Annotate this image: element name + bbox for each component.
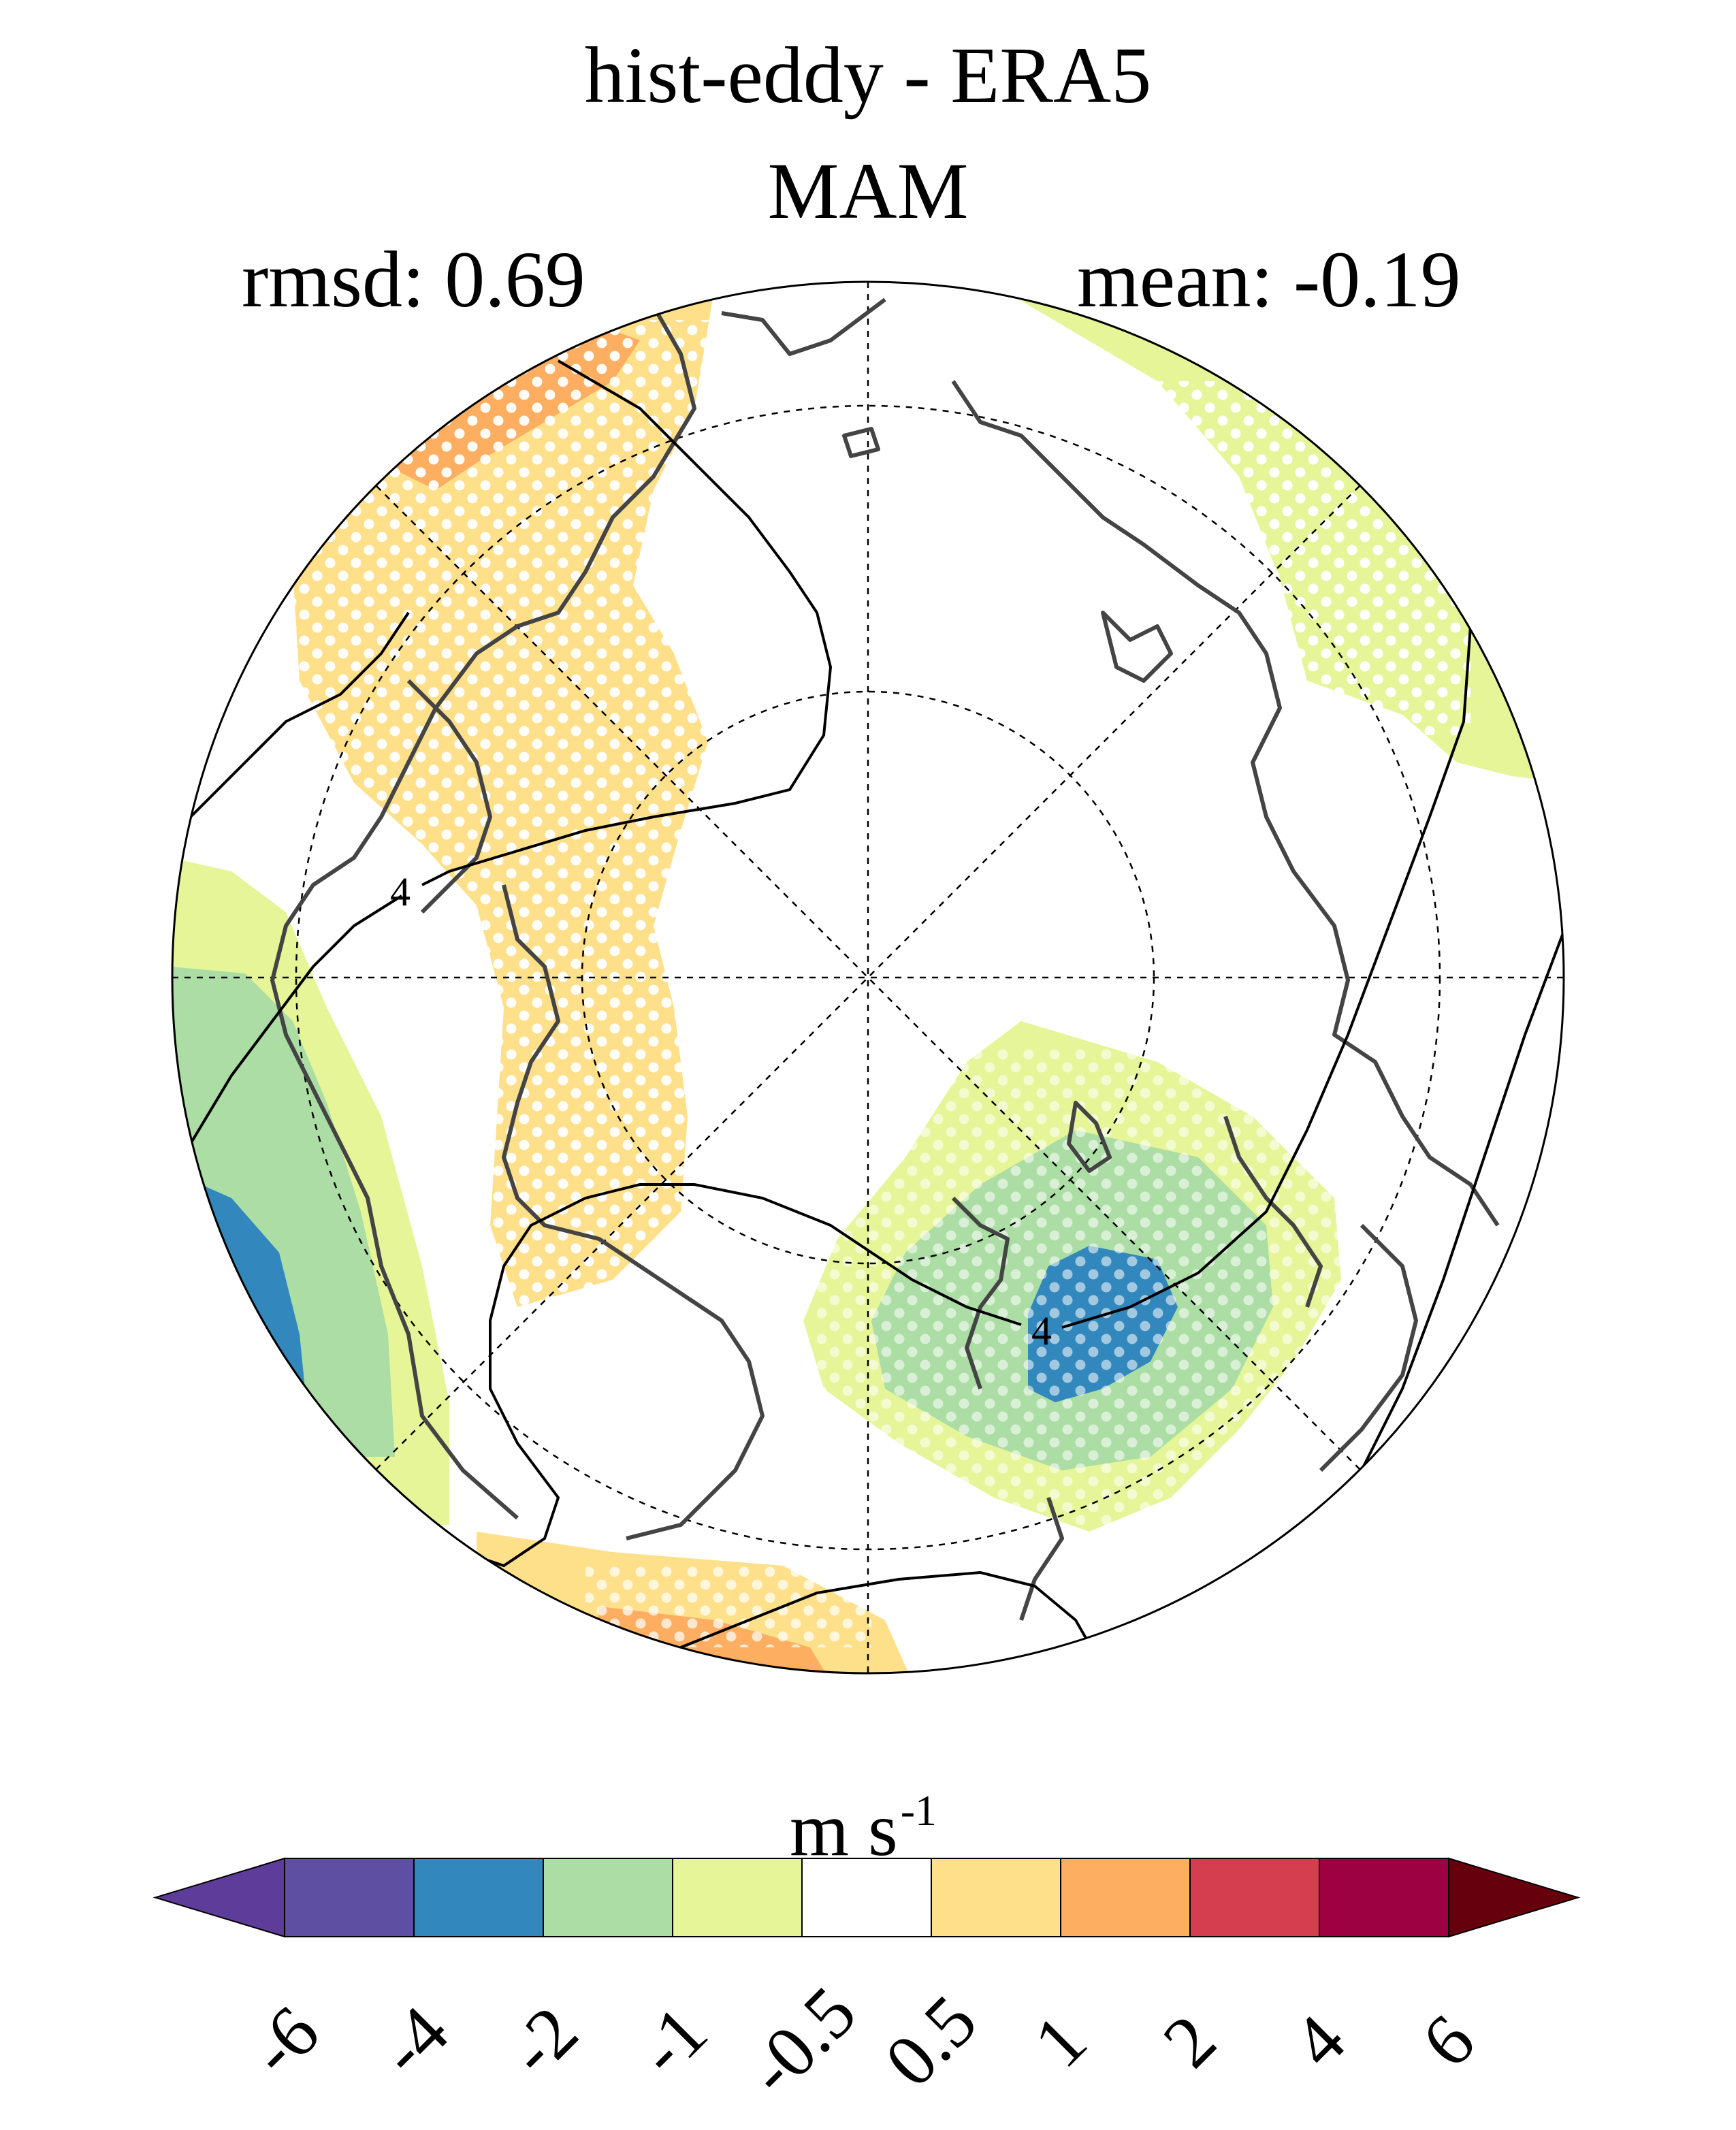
colorbar-segment <box>543 1858 673 1937</box>
colorbar-tick-label: 0.5 <box>869 1980 993 2103</box>
contour-label: 4 <box>390 869 411 914</box>
colorbar-tick-label: -0.5 <box>732 1971 872 2112</box>
colorbar-tick-label: -6 <box>234 1990 335 2092</box>
colorbar-segment <box>931 1858 1061 1937</box>
colorbar-segment <box>413 1858 544 1937</box>
contour-label: 4 <box>1031 1308 1052 1353</box>
map-boundary <box>171 280 1565 1675</box>
colorbar-low-extension <box>152 1857 285 1938</box>
colorbar-segment <box>1189 1858 1320 1937</box>
colorbar-tick-label: 6 <box>1407 1999 1490 2083</box>
page-title: hist-eddy - ERA5 <box>584 31 1152 120</box>
colorbar-tick-label: 4 <box>1277 1999 1361 2083</box>
stippling <box>585 1566 871 1647</box>
colorbar-segment <box>1060 1858 1191 1937</box>
colorbar-tick-label: 1 <box>1018 1999 1102 2083</box>
colorbar-segment <box>1319 1858 1449 1937</box>
stippling <box>1130 381 1470 735</box>
stippling <box>817 1048 1348 1525</box>
colorbar-segment <box>284 1858 415 1937</box>
rmsd-label: rmsd: 0.69 <box>242 235 585 324</box>
units-base: m s <box>790 1788 898 1872</box>
mean-label: mean: -0.19 <box>1077 235 1461 324</box>
colorbar-tick-label: -1 <box>622 1990 723 2092</box>
colorbar-segment <box>672 1858 803 1937</box>
season-label: MAM <box>767 146 969 236</box>
colorbar-tick-label: -4 <box>363 1990 464 2092</box>
graticule <box>172 282 1564 1673</box>
colorbar-tick-label: -2 <box>492 1990 594 2092</box>
colorbar-tick-label: 2 <box>1148 1999 1232 2083</box>
polar-map: 4 4 <box>171 280 1565 1675</box>
colorbar-units: m s-1 <box>790 1786 937 1869</box>
coastlines <box>270 297 1500 1621</box>
units-exponent: -1 <box>900 1786 937 1835</box>
colorbar-high-extension <box>1448 1857 1581 1938</box>
